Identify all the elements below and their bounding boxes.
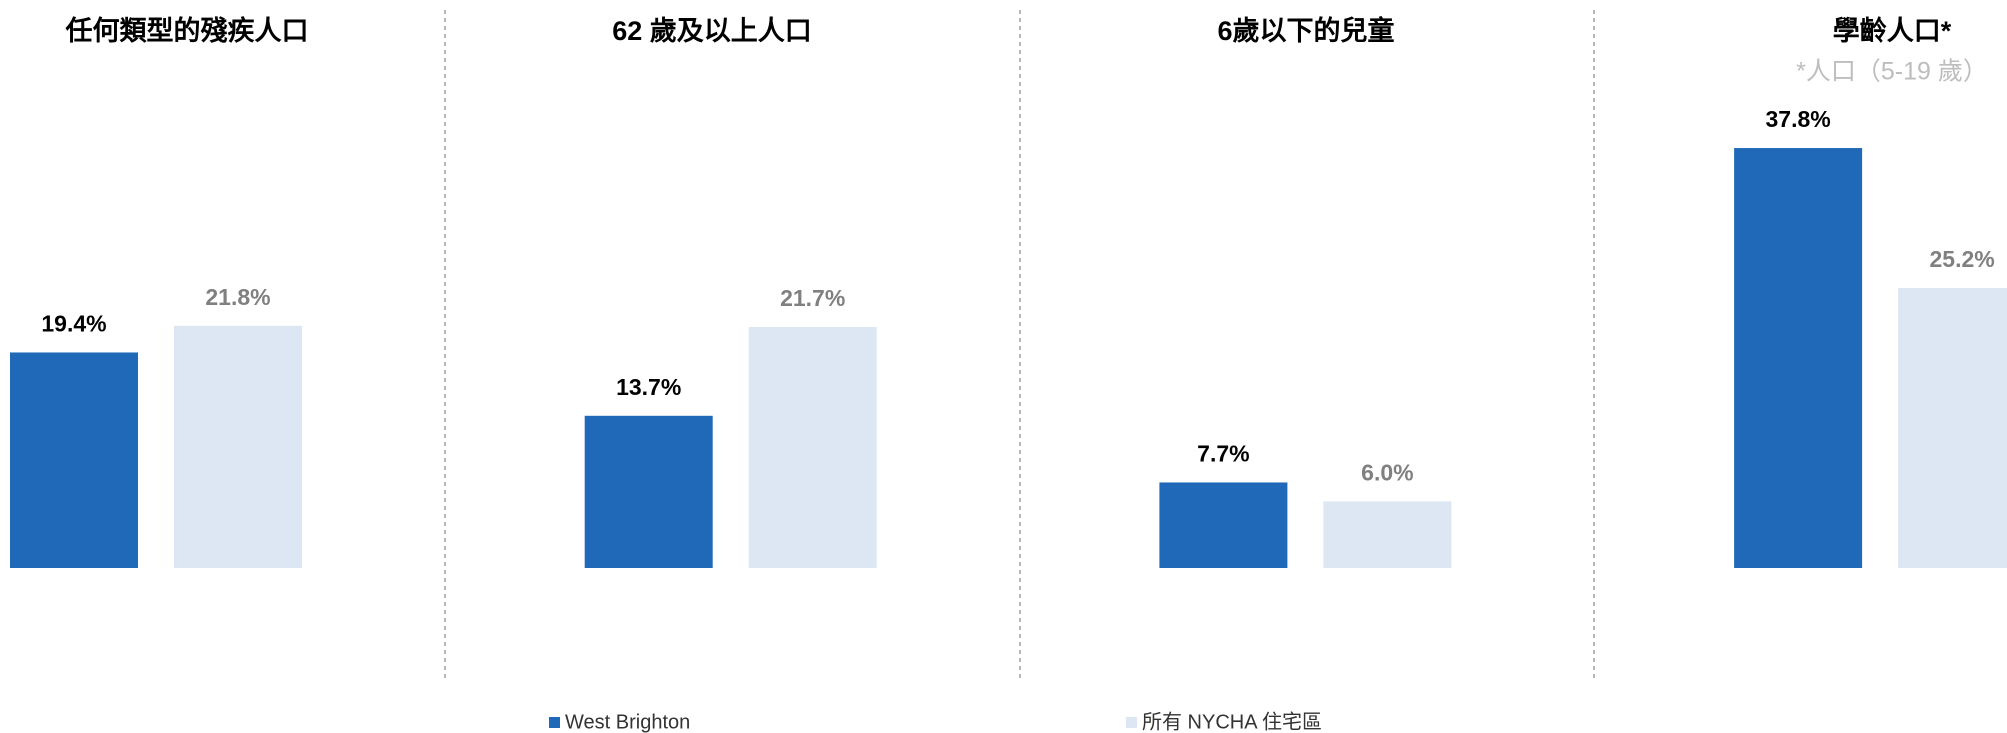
- value-label: 7.7%: [1197, 441, 1249, 467]
- panel-title: 學齡人口*: [1833, 16, 1952, 46]
- panel-title: 任何類型的殘疾人口: [65, 15, 309, 46]
- legend-swatch: [549, 717, 560, 728]
- bar: [748, 326, 877, 568]
- bar: [1159, 482, 1288, 568]
- bar: [1734, 148, 1863, 569]
- legend-label: 所有 NYCHA 住宅區: [1142, 710, 1322, 733]
- value-label: 25.2%: [1929, 246, 1994, 272]
- bar: [1898, 288, 2007, 568]
- bar: [584, 415, 713, 568]
- panel-title: 62 歲及以上人口: [612, 16, 812, 46]
- value-label: 6.0%: [1361, 459, 1413, 485]
- bar: [174, 325, 302, 568]
- panel-subtitle: *人口（5-19 歲）: [1796, 58, 1988, 86]
- legend-swatch: [1126, 717, 1137, 728]
- legend-label: West Brighton: [565, 711, 690, 733]
- panel-title: 6歲以下的兒童: [1217, 15, 1394, 46]
- bar: [10, 352, 138, 568]
- value-label: 21.7%: [780, 285, 845, 311]
- value-label: 37.8%: [1765, 106, 1830, 132]
- value-label: 19.4%: [41, 311, 106, 337]
- value-label: 21.8%: [205, 284, 270, 310]
- value-label: 13.7%: [616, 374, 681, 400]
- bar: [1323, 501, 1452, 568]
